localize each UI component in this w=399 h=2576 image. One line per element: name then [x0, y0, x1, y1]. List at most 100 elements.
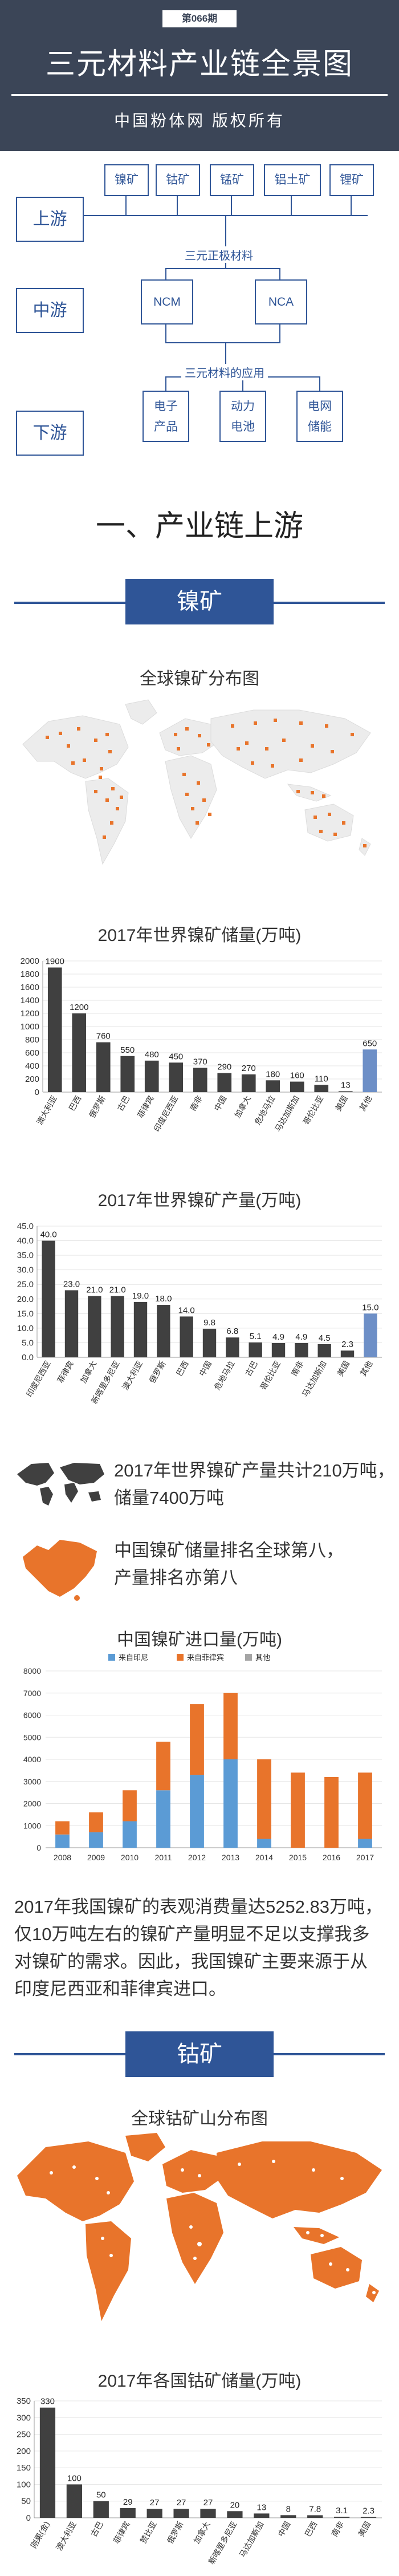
bar-value-label: 160 [290, 1071, 304, 1081]
y-tick-label: 30.0 [17, 1265, 34, 1275]
stacked-bar-segment [123, 1821, 137, 1848]
x-tick-label: 新喀里多尼亚 [207, 2520, 239, 2566]
legend-swatch [177, 1654, 184, 1661]
stacked-bar-segment [324, 1777, 339, 1848]
bar-value-label: 4.5 [319, 1333, 331, 1343]
china-map-icon [23, 1540, 97, 1601]
y-tick-label: 7000 [23, 1689, 41, 1698]
connector-line [225, 342, 226, 365]
x-tick-label: 巴西 [303, 2520, 319, 2538]
node-power-battery: 动力 电池 [219, 391, 266, 442]
bar-value-label: 4.9 [295, 1332, 307, 1342]
connector-line [225, 216, 226, 247]
node-bauxite: 铝土矿 [264, 164, 321, 196]
node-ncm: NCM [141, 279, 193, 324]
x-tick-label: 2016 [323, 1853, 340, 1862]
y-tick-label: 1800 [21, 969, 39, 979]
stacked-bar-segment [358, 1839, 372, 1848]
level-downstream: 下游 [16, 411, 84, 456]
bar [133, 1301, 148, 1357]
y-tick-label: 1000 [23, 1821, 41, 1830]
world-map-icon [17, 1463, 104, 1506]
bar [266, 1080, 280, 1092]
nickel-info-line: 储量7400万吨 [114, 1488, 224, 1508]
y-tick-label: 2000 [23, 1799, 41, 1808]
x-tick-label: 中国 [276, 2520, 292, 2538]
chart-title: 中国镍矿进口量(万吨) [117, 1630, 282, 1649]
legend-swatch [245, 1654, 252, 1661]
legend-label: 其他 [255, 1653, 270, 1662]
bar-value-label: 19.0 [132, 1291, 149, 1301]
bar-value-label: 100 [67, 2473, 82, 2483]
x-tick-label: 哥伦比亚 [301, 1094, 325, 1126]
stacked-bar-segment [123, 1790, 137, 1822]
landmass [304, 804, 354, 842]
cobalt-reserves-chart: 0 50 100 150 200 250 300 350 330 刚果(金) 100 澳大利亚 50 古巴… [17, 2396, 382, 2566]
landmass [22, 715, 129, 779]
x-tick-label: 美国 [335, 1360, 351, 1378]
stacked-bar-segment [156, 1742, 170, 1791]
bar [317, 1344, 331, 1357]
y-tick-label: 1600 [21, 983, 39, 992]
node-line: 储能 [308, 420, 332, 433]
y-tick-label: 250 [17, 2430, 31, 2440]
cobalt-map-title: 全球钴矿山分布图 [131, 2110, 268, 2128]
bar [314, 1085, 329, 1092]
y-tick-label: 45.0 [17, 1222, 34, 1231]
y-tick-label: 10.0 [17, 1324, 34, 1333]
bar [226, 1337, 239, 1357]
chart-title: 2017年世界镍矿产量(万吨) [97, 1191, 302, 1210]
bar [42, 1240, 55, 1357]
stacked-bar-segment [190, 1775, 204, 1848]
bar [340, 1350, 355, 1357]
landmass [125, 699, 157, 725]
chart-title: 2017年各国钴矿储量(万吨) [97, 2372, 302, 2391]
stacked-bar-segment [223, 1759, 238, 1848]
x-tick-label: 加拿大 [233, 1094, 253, 1119]
bar-value-label: 650 [363, 1038, 377, 1048]
level-upstream: 上游 [16, 197, 84, 242]
bar-value-label: 4.9 [272, 1332, 284, 1342]
bar [202, 1328, 217, 1357]
landmass [85, 778, 129, 865]
landmass [210, 709, 371, 779]
connector-line [177, 194, 178, 216]
china-info-line: 中国镍矿储量排名全球第八， [114, 1540, 344, 1560]
section-title: 一、产业链上游 [95, 510, 303, 543]
connector-line [319, 376, 320, 391]
nickel-production-chart: 0.0 5.0 10.0 15.0 20.0 25.0 30.0 35.0 40.0 45.0 40… [17, 1222, 382, 1405]
bar-value-label: 2.3 [341, 1340, 353, 1349]
node-nickel: 镍矿 [104, 164, 149, 196]
bar-value-label: 450 [169, 1052, 183, 1061]
bar [249, 1342, 262, 1357]
connector-line [279, 322, 280, 342]
y-tick-label: 350 [17, 2396, 31, 2406]
y-tick-label: 800 [25, 1035, 39, 1045]
x-tick-label: 2008 [54, 1853, 71, 1862]
y-tick-label: 600 [25, 1048, 39, 1058]
y-tick-label: 200 [25, 1074, 39, 1084]
y-tick-label: 1400 [21, 996, 39, 1005]
bar-value-label: 18.0 [155, 1294, 172, 1304]
bar [307, 2515, 323, 2518]
x-tick-label: 南非 [329, 2520, 345, 2538]
nickel-info-line: 2017年世界镍矿产量共计210万吨， [114, 1461, 395, 1480]
bar [64, 1290, 79, 1357]
connector-line [125, 194, 127, 216]
nickel-world-map [22, 699, 371, 865]
node-line: 产品 [154, 420, 178, 433]
connector-line [242, 376, 243, 391]
page-title: 三元材料产业链全景图 [45, 48, 353, 81]
bar-value-label: 6.8 [226, 1326, 238, 1336]
y-tick-label: 50 [21, 2497, 31, 2506]
bar-value-label: 110 [315, 1074, 328, 1084]
bar-value-label: 20 [230, 2500, 240, 2510]
bar-value-label: 8 [286, 2504, 291, 2514]
stacked-bar-segment [291, 1772, 305, 1848]
x-tick-label: 澳大利亚 [54, 2520, 78, 2552]
bar [290, 1081, 304, 1092]
y-tick-label: 5.0 [22, 1338, 34, 1348]
bar-value-label: 290 [217, 1062, 231, 1072]
y-tick-label: 40.0 [17, 1236, 34, 1246]
y-tick-label: 300 [17, 2413, 31, 2423]
